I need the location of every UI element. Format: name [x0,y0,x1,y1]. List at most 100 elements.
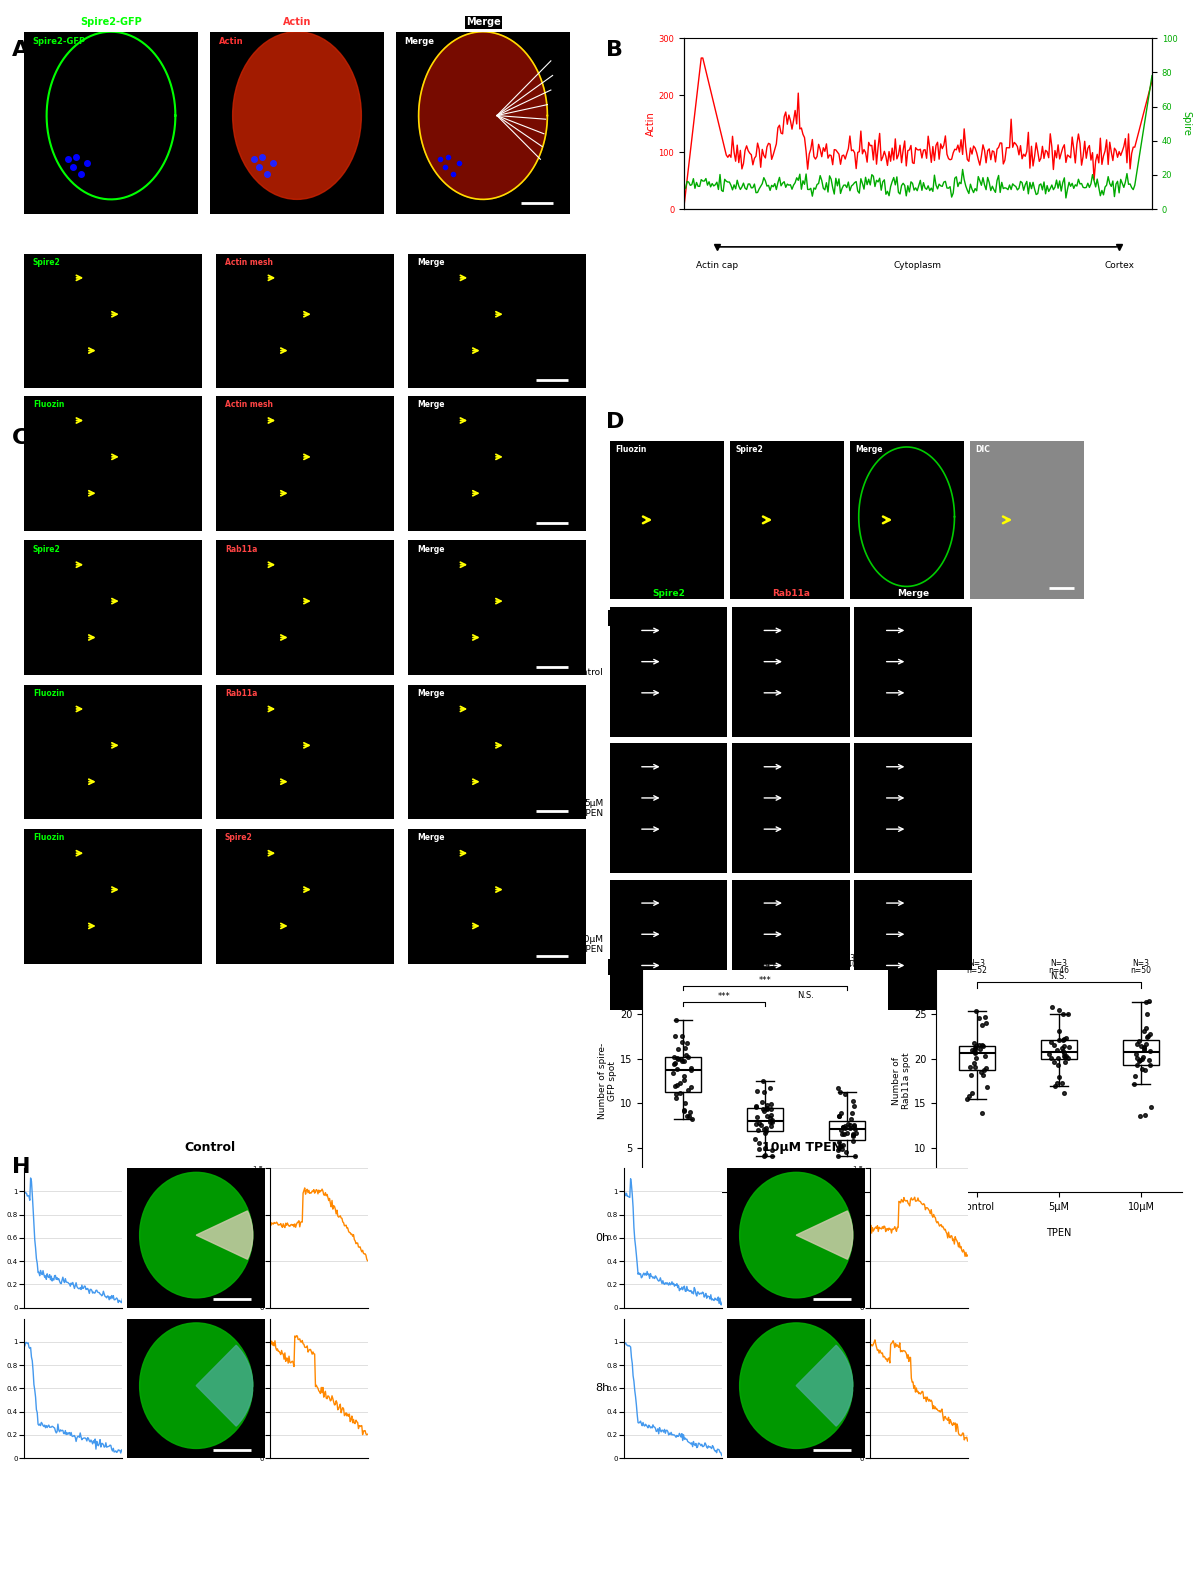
Text: Spire2: Spire2 [32,545,61,553]
Point [1136,1032,1156,1057]
Point [672,1029,691,1054]
Point [1044,1049,1063,1075]
Point [960,1054,979,1079]
Text: 10μM TPEN: 10μM TPEN [762,1141,841,1154]
Point [832,1100,851,1125]
Point [668,1037,688,1062]
Point [678,1078,697,1103]
Text: A: A [12,40,29,60]
PathPatch shape [746,1108,784,1130]
Text: N=3: N=3 [1133,959,1150,968]
Point [1048,1037,1067,1062]
Text: H: H [12,1157,30,1178]
Text: n=43: n=43 [755,961,775,968]
Point [680,1100,700,1125]
Point [846,1121,865,1146]
Point [977,1075,996,1100]
Point [671,1070,690,1095]
Point [1052,1002,1072,1027]
Text: n=40: n=40 [836,961,858,968]
Text: Control: Control [185,1141,235,1154]
Point [844,1122,863,1148]
Point [846,1143,865,1168]
Point [834,1132,853,1157]
Text: F: F [606,959,622,980]
Text: Actin mesh: Actin mesh [224,258,272,266]
Point [1141,1094,1160,1119]
PathPatch shape [1122,1040,1159,1065]
Point [839,1111,858,1136]
Point [1128,1046,1147,1071]
Point [1129,1049,1148,1075]
Point [757,1116,776,1141]
Point [754,1098,773,1124]
Text: Spire2: Spire2 [652,588,685,598]
Point [761,1097,780,1122]
Point [965,1051,984,1076]
Point [972,1060,991,1086]
Point [845,1117,864,1143]
Point [746,1127,766,1152]
Point [966,1037,985,1062]
Point [756,1136,775,1162]
Point [1049,1018,1068,1043]
Point [844,1122,863,1148]
Point [1055,1049,1074,1075]
Point [1054,1081,1073,1106]
Point [834,1121,853,1146]
Text: Merge: Merge [404,36,434,46]
Text: G: G [912,959,930,980]
Point [1132,1033,1151,1059]
Text: Rab11a: Rab11a [224,689,257,697]
Point [1054,1038,1073,1064]
Point [1054,1043,1073,1068]
Point [752,1089,772,1114]
Point [668,1071,688,1097]
Point [1136,1024,1156,1049]
Text: N.S.: N.S. [798,991,815,1000]
Wedge shape [197,1211,253,1258]
Point [845,1113,864,1138]
Point [962,1081,982,1106]
Point [1136,1014,1156,1040]
Point [666,1086,685,1111]
Point [835,1081,854,1106]
Ellipse shape [139,1323,253,1449]
Point [666,1073,685,1098]
Y-axis label: Number of spire-
GFP spot: Number of spire- GFP spot [598,1043,617,1119]
Point [1057,1025,1076,1051]
PathPatch shape [959,1046,996,1070]
Text: Merge: Merge [416,689,444,697]
Point [749,1136,768,1162]
Point [977,1056,996,1081]
Point [1045,1073,1064,1098]
Point [1049,1052,1068,1078]
Point [974,1062,994,1087]
PathPatch shape [665,1057,702,1092]
Point [746,1094,766,1119]
Point [965,1040,984,1065]
Point [1132,1046,1151,1071]
Text: D: D [606,412,624,433]
Text: 8h: 8h [595,1384,610,1393]
Text: Control: Control [571,667,604,677]
Point [754,1068,773,1094]
Text: n=48: n=48 [672,961,694,968]
Wedge shape [197,1346,253,1426]
Point [674,1098,694,1124]
Point [967,999,986,1024]
Text: ***: *** [718,992,731,1002]
Point [1058,1002,1078,1027]
Point [762,1102,781,1127]
Text: N=3: N=3 [968,959,985,968]
Point [667,1057,686,1083]
Point [757,1095,776,1121]
Point [1134,1018,1153,1043]
Point [1140,1038,1159,1064]
Point [1127,1032,1146,1057]
Ellipse shape [739,1173,853,1298]
Point [834,1114,853,1140]
Point [970,1005,989,1030]
Text: Merge: Merge [416,258,444,266]
Point [1050,997,1069,1022]
